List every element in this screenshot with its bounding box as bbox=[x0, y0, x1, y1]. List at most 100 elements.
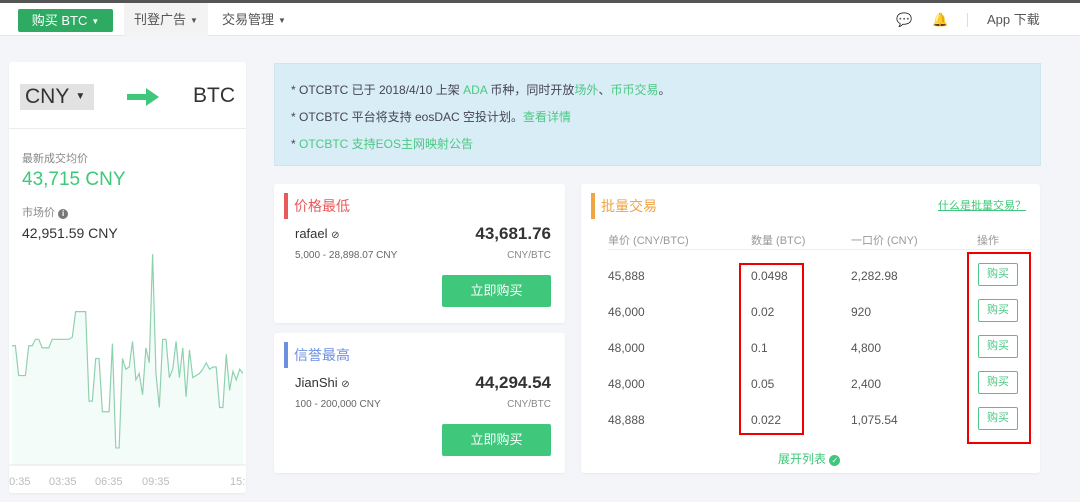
info-icon[interactable]: i bbox=[58, 209, 69, 219]
notice-line: * OTCBTC 平台将支持 eosDAC 空投计划。查看详情 bbox=[291, 108, 571, 125]
app-download-link[interactable]: App 下载 bbox=[987, 12, 1040, 27]
buy-now-button[interactable]: 立即购买 bbox=[442, 424, 551, 456]
caret-down-icon: ▼ bbox=[91, 17, 100, 27]
seller-name-text: rafael bbox=[295, 226, 328, 241]
total-price: 1,075.54 bbox=[851, 413, 898, 427]
quantity: 0.05 bbox=[751, 377, 775, 391]
top-border bbox=[0, 0, 1080, 3]
quantity: 0.022 bbox=[751, 413, 782, 427]
target-currency: BTC bbox=[193, 84, 235, 107]
bell-icon[interactable]: 🔔 bbox=[932, 12, 949, 27]
total-price: 920 bbox=[851, 305, 872, 319]
highlight-box bbox=[739, 263, 804, 435]
notice-line: * OTCBTC 支持EOS主网映射公告 bbox=[291, 135, 473, 152]
column-header: 一口价 (CNY) bbox=[851, 235, 918, 247]
post-ad-menu[interactable]: 刊登广告 ▼ bbox=[124, 3, 208, 36]
market-price: 42,951.59 CNY bbox=[22, 225, 118, 241]
unit-price: 48,888 bbox=[608, 413, 645, 427]
expand-list-link[interactable]: 展开列表 ✓ bbox=[778, 450, 841, 467]
total-price: 2,400 bbox=[851, 377, 882, 391]
quantity: 0.1 bbox=[751, 341, 768, 355]
seller-name-text: JianShi bbox=[295, 375, 338, 390]
notice-text: * bbox=[291, 137, 300, 151]
chat-icon[interactable]: 💬 bbox=[896, 12, 913, 27]
column-header: 数量 (BTC) bbox=[751, 235, 806, 247]
unit-price: 45,888 bbox=[608, 269, 645, 283]
notice-link[interactable]: 币币交易 bbox=[610, 83, 659, 97]
price-unit: CNY/BTC bbox=[507, 250, 551, 261]
total-price: 2,282.98 bbox=[851, 269, 898, 283]
highest-trust-card: 信誉最高 JianShi ⊘ 100 - 200,000 CNY 44,294.… bbox=[274, 333, 565, 473]
price: 44,294.54 bbox=[475, 373, 551, 392]
column-header: 单价 (CNY/BTC) bbox=[608, 235, 689, 247]
total-price: 4,800 bbox=[851, 341, 882, 355]
amount-range: 100 - 200,000 CNY bbox=[295, 399, 381, 410]
currency-select[interactable]: CNY ▼ bbox=[20, 84, 94, 110]
price-panel: CNY ▼ BTC 最新成交均价 43,715 CNY 市场价 i 42,951.… bbox=[9, 62, 246, 493]
card-title: 批量交易 bbox=[591, 193, 657, 219]
navbar: 购买 BTC ▼ 刊登广告 ▼ 交易管理 ▼ 💬 🔔 App 下载 bbox=[0, 3, 1080, 36]
post-ad-label: 刊登广告 bbox=[134, 12, 187, 27]
divider bbox=[9, 128, 246, 129]
batch-help-link[interactable]: 什么是批量交易？ bbox=[938, 200, 1026, 212]
unit-price: 46,000 bbox=[608, 305, 645, 319]
notice-text: 、 bbox=[598, 83, 611, 97]
x-tick-label: 03:35 bbox=[49, 476, 77, 488]
notice-text: 币种，同时开放 bbox=[487, 83, 575, 97]
buy-btc-label: 购买 BTC bbox=[31, 13, 88, 28]
chart-area bbox=[12, 254, 243, 465]
seller-name[interactable]: rafael ⊘ bbox=[295, 226, 340, 241]
buy-button[interactable]: 购买 bbox=[978, 299, 1018, 322]
price-line bbox=[12, 254, 244, 449]
verified-icon: ⊘ bbox=[331, 230, 340, 241]
price-chart: 00:35 03:35 06:35 09:35 15:35 bbox=[9, 254, 246, 488]
price: 43,681.76 bbox=[475, 224, 551, 243]
latest-avg-label: 最新成交均价 bbox=[22, 153, 88, 165]
buy-btc-menu[interactable]: 购买 BTC ▼ bbox=[18, 9, 113, 32]
quantity: 0.0498 bbox=[751, 269, 788, 283]
batch-trade-card: 批量交易 什么是批量交易？ 单价 (CNY/BTC) 数量 (BTC) 一口价 … bbox=[581, 184, 1040, 473]
x-tick-label: 00:35 bbox=[9, 476, 31, 488]
price-unit: CNY/BTC bbox=[507, 399, 551, 410]
amount-range: 5,000 - 28,898.07 CNY bbox=[295, 250, 398, 261]
notice-link[interactable]: OTCBTC 支持EOS主网映射公告 bbox=[299, 137, 474, 151]
notice-text: * OTCBTC 平台将支持 eosDAC 空投计划。 bbox=[291, 110, 524, 124]
caret-down-icon: ▼ bbox=[278, 16, 286, 26]
x-tick-label: 09:35 bbox=[142, 476, 170, 488]
buy-button[interactable]: 购买 bbox=[978, 371, 1018, 394]
caret-down-icon: ▼ bbox=[190, 16, 198, 26]
unit-price: 48,000 bbox=[608, 341, 645, 355]
trade-management-label: 交易管理 bbox=[222, 12, 275, 27]
buy-button[interactable]: 购买 bbox=[978, 335, 1018, 358]
x-tick-label: 15:35 bbox=[230, 476, 246, 488]
column-header: 操作 bbox=[977, 235, 999, 247]
latest-avg-price: 43,715 CNY bbox=[22, 169, 126, 190]
unit-price: 48,000 bbox=[608, 377, 645, 391]
notice-link[interactable]: 查看详情 bbox=[523, 110, 572, 124]
x-tick-label: 06:35 bbox=[95, 476, 123, 488]
expand-list-label: 展开列表 bbox=[778, 452, 827, 466]
quantity: 0.02 bbox=[751, 305, 775, 319]
currency-value: CNY bbox=[25, 85, 70, 108]
market-price-label-text: 市场价 bbox=[22, 207, 55, 219]
trade-management-menu[interactable]: 交易管理 ▼ bbox=[212, 3, 296, 36]
buy-button[interactable]: 购买 bbox=[978, 407, 1018, 430]
notice-link[interactable]: 场外 bbox=[574, 83, 599, 97]
divider bbox=[608, 249, 1031, 250]
market-price-label: 市场价 i bbox=[22, 204, 69, 220]
lowest-price-card: 价格最低 rafael ⊘ 5,000 - 28,898.07 CNY 43,6… bbox=[274, 184, 565, 323]
seller-name[interactable]: JianShi ⊘ bbox=[295, 375, 350, 390]
arrow-right-icon bbox=[127, 88, 159, 106]
caret-down-icon: ▼ bbox=[75, 91, 86, 103]
notice-link[interactable]: ADA bbox=[463, 83, 488, 97]
divider bbox=[967, 13, 968, 27]
buy-button[interactable]: 购买 bbox=[978, 263, 1018, 286]
card-title: 信誉最高 bbox=[284, 342, 350, 368]
chevron-down-icon: ✓ bbox=[829, 455, 841, 466]
buy-now-button[interactable]: 立即购买 bbox=[442, 275, 551, 307]
announcement-box: * OTCBTC 已于 2018/4/10 上架 ADA 币种，同时开放场外、币… bbox=[274, 63, 1041, 166]
verified-icon: ⊘ bbox=[341, 379, 350, 390]
notice-text: 。 bbox=[658, 83, 671, 97]
highlight-box bbox=[967, 252, 1031, 444]
card-title: 价格最低 bbox=[284, 193, 350, 219]
